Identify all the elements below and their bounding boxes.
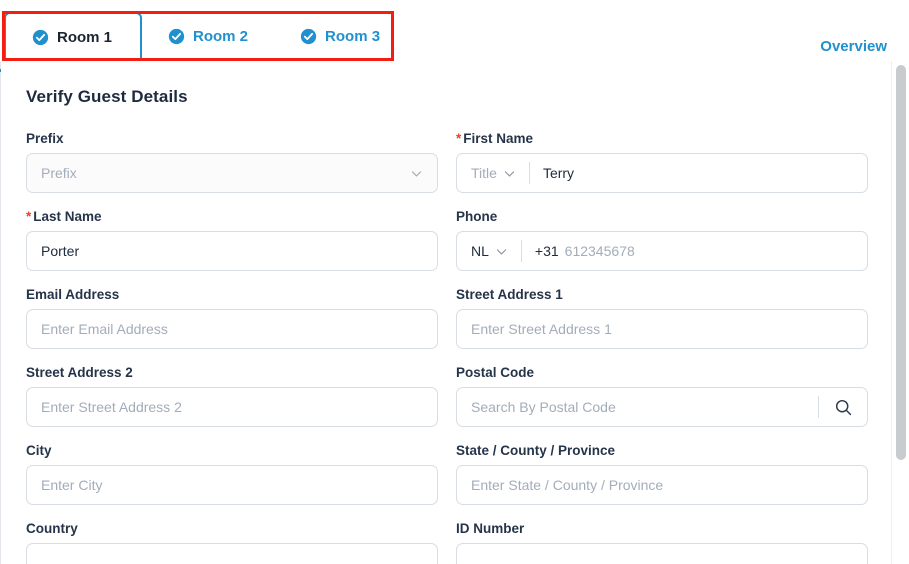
tab-room-3-label: Room 3 (325, 27, 381, 45)
search-icon[interactable] (834, 398, 853, 417)
street-address-2-control[interactable]: Enter Street Address 2 (26, 387, 438, 427)
first-name-label: * First Name (456, 131, 868, 146)
required-marker: * (456, 131, 462, 146)
form-row: Prefix Prefix * First Name Title (26, 131, 868, 193)
title-select[interactable]: Title (471, 165, 516, 181)
field-id-number: ID Number (456, 521, 868, 564)
chevron-down-icon (411, 170, 422, 177)
field-divider (528, 162, 530, 184)
tab-room-2-label: Room 2 (193, 27, 249, 45)
last-name-label-text: Last Name (33, 209, 102, 224)
postal-code-input[interactable]: Search By Postal Code (471, 399, 616, 415)
last-name-label: * Last Name (26, 209, 438, 224)
field-state: State / County / Province Enter State / … (456, 443, 868, 505)
street-address-2-label: Street Address 2 (26, 365, 133, 380)
first-name-label-text: First Name (463, 131, 534, 146)
room-tab-list: Room 1 Room 2 Room 3 (4, 12, 406, 60)
page-title: Verify Guest Details (26, 87, 188, 106)
left-edge-divider (0, 62, 1, 564)
chevron-down-icon (504, 170, 515, 177)
form-row: Email Address Enter Email Address Street… (26, 287, 868, 349)
state-label: State / County / Province (456, 443, 616, 458)
field-last-name: * Last Name Porter (26, 209, 438, 271)
field-prefix: Prefix Prefix (26, 131, 438, 193)
phone-control[interactable]: NL +31 612345678 (456, 231, 868, 271)
state-input[interactable]: Enter State / County / Province (471, 477, 664, 493)
first-name-control[interactable]: Title Terry (456, 153, 868, 193)
tab-room-1-label: Room 1 (57, 28, 113, 46)
field-city: City Enter City (26, 443, 438, 505)
street-address-1-label: Street Address 1 (456, 287, 563, 302)
guest-details-form: Verify Guest Details Prefix Prefix * Firs… (1, 61, 891, 564)
street-address-2-input[interactable]: Enter Street Address 2 (41, 399, 182, 415)
chevron-down-icon (496, 248, 507, 255)
email-control[interactable]: Enter Email Address (26, 309, 438, 349)
street-address-1-control[interactable]: Enter Street Address 1 (456, 309, 868, 349)
scrollbar-thumb[interactable] (896, 65, 906, 460)
form-row: * Last Name Porter Phone NL (26, 209, 868, 271)
field-street-address-1: Street Address 1 Enter Street Address 1 (456, 287, 868, 349)
tab-room-1[interactable]: Room 1 (4, 12, 143, 60)
city-label: City (26, 443, 52, 458)
field-email: Email Address Enter Email Address (26, 287, 438, 349)
field-divider (818, 396, 819, 418)
state-control[interactable]: Enter State / County / Province (456, 465, 868, 505)
city-control[interactable]: Enter City (26, 465, 438, 505)
required-marker: * (26, 209, 32, 224)
first-name-input[interactable]: Terry (542, 165, 575, 181)
prefix-placeholder: Prefix (41, 165, 77, 181)
form-scroll-area: Verify Guest Details Prefix Prefix * Firs… (1, 61, 891, 564)
field-postal-code: Postal Code Search By Postal Code (456, 365, 868, 427)
form-row: Street Address 2 Enter Street Address 2 … (26, 365, 868, 427)
last-name-control[interactable]: Porter (26, 231, 438, 271)
id-number-label: ID Number (456, 521, 525, 536)
prefix-label: Prefix (26, 131, 64, 146)
check-circle-icon (300, 28, 317, 44)
email-label: Email Address (26, 287, 120, 302)
field-phone: Phone NL +31 612345678 (456, 209, 868, 271)
last-name-input[interactable]: Porter (41, 243, 80, 259)
title-placeholder: Title (471, 165, 497, 181)
country-label: Country (26, 521, 78, 536)
phone-country-code: NL (471, 243, 489, 259)
phone-dial-code: +31 (534, 243, 559, 259)
check-circle-icon (32, 29, 49, 45)
room-tabs-bar: Room 1 Room 2 Room 3 Overview (0, 12, 909, 72)
form-row: City Enter City State / County / Provinc… (26, 443, 868, 505)
form-row: Country ID Number (26, 521, 868, 564)
city-input[interactable]: Enter City (41, 477, 103, 493)
phone-country-select[interactable]: NL (471, 243, 508, 259)
postal-code-label: Postal Code (456, 365, 535, 380)
check-circle-icon (168, 28, 185, 44)
field-divider (520, 240, 522, 262)
overview-link[interactable]: Overview (820, 38, 887, 55)
tab-room-3[interactable]: Room 3 (274, 12, 406, 60)
postal-code-control[interactable]: Search By Postal Code (456, 387, 868, 427)
field-country: Country (26, 521, 438, 564)
field-street-address-2: Street Address 2 Enter Street Address 2 (26, 365, 438, 427)
vertical-scrollbar[interactable] (891, 61, 909, 564)
tab-room-2[interactable]: Room 2 (142, 12, 274, 60)
street-address-1-input[interactable]: Enter Street Address 1 (471, 321, 612, 337)
phone-input[interactable]: 612345678 (564, 243, 635, 259)
phone-label: Phone (456, 209, 498, 224)
email-input[interactable]: Enter Email Address (41, 321, 168, 337)
field-first-name: * First Name Title Terry (456, 131, 868, 193)
id-number-control[interactable] (456, 543, 868, 564)
country-control[interactable] (26, 543, 438, 564)
prefix-select[interactable]: Prefix (26, 153, 438, 193)
